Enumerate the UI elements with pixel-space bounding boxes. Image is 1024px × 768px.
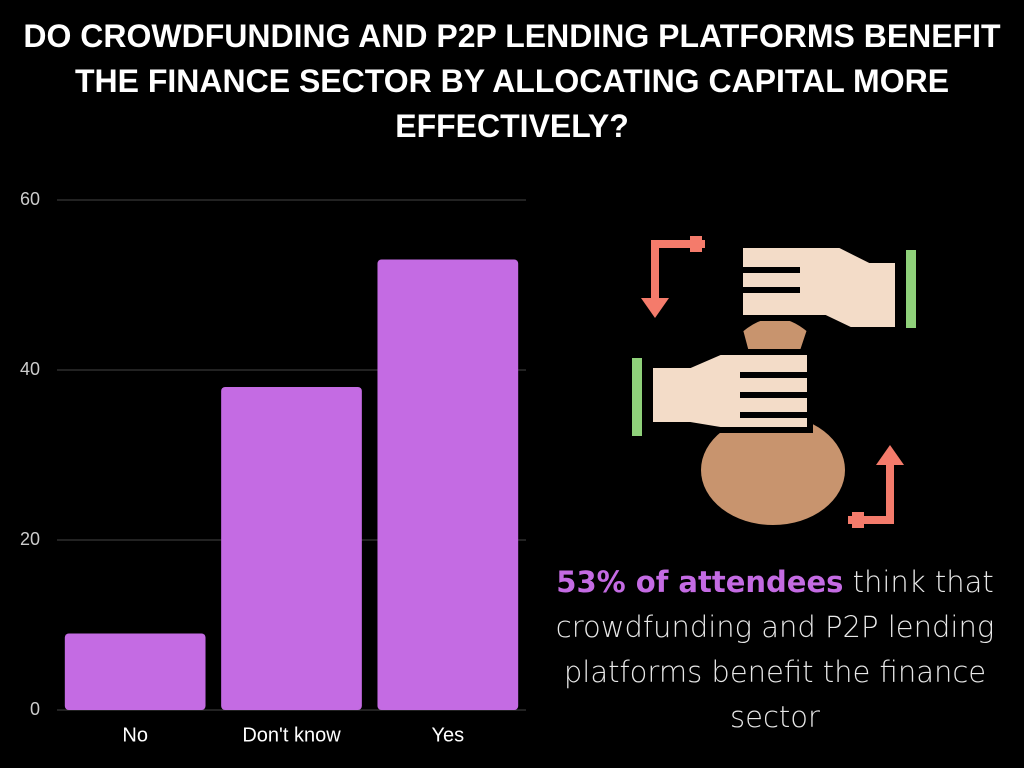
- y-tick-label: 20: [20, 529, 40, 549]
- x-tick-label: Don't know: [242, 724, 341, 746]
- bar: [221, 387, 362, 710]
- annotation: 53% of attendees think that crowdfunding…: [545, 560, 1005, 740]
- bar: [377, 259, 519, 710]
- money-icon: [632, 236, 916, 528]
- x-tick-label: Yes: [432, 724, 465, 746]
- y-tick-label: 0: [30, 699, 40, 719]
- x-tick-label: No: [122, 724, 148, 746]
- chart-title: DO CROWDFUNDING AND P2P LENDING PLATFORM…: [23, 18, 1001, 144]
- y-tick-label: 60: [20, 189, 40, 209]
- y-tick-label: 40: [20, 359, 40, 379]
- annotation-highlight: 53% of attendees: [556, 565, 844, 599]
- bar: [64, 633, 206, 710]
- annotation-text: think that crowdfunding and P2P lending …: [555, 565, 995, 734]
